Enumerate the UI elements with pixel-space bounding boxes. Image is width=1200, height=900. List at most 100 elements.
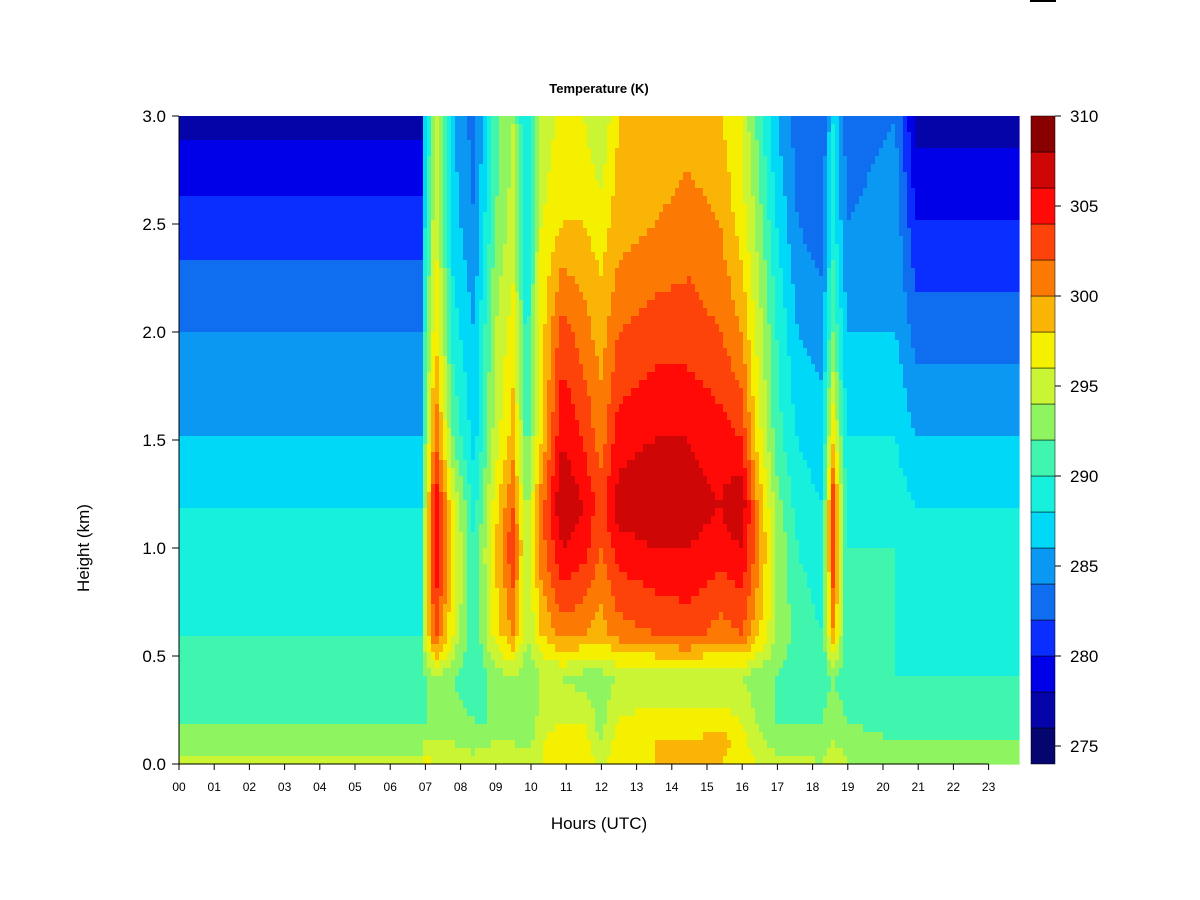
heatmap-cell bbox=[707, 300, 712, 309]
heatmap-cell bbox=[539, 172, 544, 181]
heatmap-cell bbox=[623, 228, 628, 237]
heatmap-cell bbox=[495, 268, 500, 277]
heatmap-cell bbox=[367, 236, 372, 245]
heatmap-cell bbox=[807, 156, 812, 165]
heatmap-cell bbox=[971, 236, 976, 245]
heatmap-cell bbox=[663, 228, 668, 237]
heatmap-cell bbox=[755, 260, 760, 269]
heatmap-cell bbox=[539, 188, 544, 197]
heatmap-cell bbox=[819, 196, 824, 205]
heatmap-cell bbox=[363, 260, 368, 269]
heatmap-cell bbox=[703, 140, 708, 149]
heatmap-cell bbox=[451, 180, 456, 189]
heatmap-cell bbox=[247, 188, 252, 197]
heatmap-cell bbox=[583, 228, 588, 237]
heatmap-cell bbox=[343, 140, 348, 149]
heatmap-cell bbox=[391, 268, 396, 277]
heatmap-cell bbox=[187, 268, 192, 277]
heatmap-cell bbox=[891, 196, 896, 205]
heatmap-cell bbox=[887, 180, 892, 189]
heatmap-cell bbox=[571, 284, 576, 293]
heatmap-cell bbox=[835, 124, 840, 133]
heatmap-cell bbox=[815, 268, 820, 277]
heatmap-cell bbox=[583, 220, 588, 229]
heatmap-cell bbox=[659, 284, 664, 293]
heatmap-cell bbox=[219, 172, 224, 181]
heatmap-cell bbox=[299, 188, 304, 197]
heatmap-cell bbox=[303, 116, 308, 125]
heatmap-cell bbox=[219, 260, 224, 269]
heatmap-cell bbox=[883, 156, 888, 165]
heatmap-cell bbox=[519, 124, 524, 133]
heatmap-cell bbox=[183, 188, 188, 197]
heatmap-cell bbox=[407, 148, 412, 157]
heatmap-cell bbox=[939, 204, 944, 213]
heatmap-cell bbox=[239, 300, 244, 309]
heatmap-cell bbox=[987, 132, 992, 141]
heatmap-cell bbox=[359, 276, 364, 285]
heatmap-cell bbox=[391, 228, 396, 237]
heatmap-cell bbox=[367, 140, 372, 149]
heatmap-cell bbox=[887, 252, 892, 261]
heatmap-cell bbox=[503, 164, 508, 173]
heatmap-cell bbox=[327, 292, 332, 301]
heatmap-cell bbox=[383, 180, 388, 189]
heatmap-cell bbox=[359, 252, 364, 261]
heatmap-cell bbox=[279, 180, 284, 189]
heatmap-cell bbox=[887, 284, 892, 293]
heatmap-cell bbox=[271, 156, 276, 165]
heatmap-cell bbox=[327, 196, 332, 205]
heatmap-cell bbox=[607, 124, 612, 133]
heatmap-cell bbox=[231, 220, 236, 229]
heatmap-cell bbox=[515, 140, 520, 149]
heatmap-cell bbox=[527, 276, 532, 285]
heatmap-cell bbox=[911, 260, 916, 269]
heatmap-cell bbox=[843, 204, 848, 213]
heatmap-cell bbox=[347, 292, 352, 301]
heatmap-cell bbox=[571, 292, 576, 301]
heatmap-cell bbox=[367, 204, 372, 213]
heatmap-cell bbox=[595, 164, 600, 173]
heatmap-cell bbox=[735, 300, 740, 309]
heatmap-cell bbox=[723, 172, 728, 181]
heatmap-cell bbox=[739, 228, 744, 237]
heatmap-cell bbox=[315, 236, 320, 245]
heatmap-cell bbox=[863, 252, 868, 261]
heatmap-cell bbox=[727, 204, 732, 213]
heatmap-cell bbox=[963, 268, 968, 277]
heatmap-cell bbox=[631, 212, 636, 221]
heatmap-cell bbox=[303, 220, 308, 229]
heatmap-cell bbox=[571, 172, 576, 181]
heatmap-cell bbox=[639, 292, 644, 301]
heatmap-cell bbox=[863, 180, 868, 189]
heatmap-cell bbox=[707, 204, 712, 213]
heatmap-cell bbox=[647, 228, 652, 237]
heatmap-cell bbox=[935, 276, 940, 285]
heatmap-cell bbox=[711, 156, 716, 165]
heatmap-cell bbox=[247, 276, 252, 285]
heatmap-cell bbox=[755, 220, 760, 229]
heatmap-cell bbox=[559, 292, 564, 301]
heatmap-cell bbox=[255, 156, 260, 165]
heatmap-cell bbox=[231, 132, 236, 141]
heatmap-cell bbox=[627, 204, 632, 213]
heatmap-cell bbox=[819, 268, 824, 277]
heatmap-cell bbox=[291, 284, 296, 293]
heatmap-cell bbox=[651, 252, 656, 261]
heatmap-cell bbox=[203, 292, 208, 301]
heatmap-cell bbox=[395, 188, 400, 197]
heatmap-cell bbox=[599, 244, 604, 253]
heatmap-cell bbox=[787, 196, 792, 205]
heatmap-cell bbox=[1015, 156, 1020, 165]
heatmap-cell bbox=[959, 196, 964, 205]
heatmap-cell bbox=[475, 268, 480, 277]
heatmap-cell bbox=[967, 228, 972, 237]
heatmap-cell bbox=[711, 252, 716, 261]
heatmap-cell bbox=[287, 132, 292, 141]
heatmap-cell bbox=[523, 228, 528, 237]
heatmap-cell bbox=[191, 276, 196, 285]
heatmap-cell bbox=[575, 276, 580, 285]
heatmap-cell bbox=[571, 244, 576, 253]
heatmap-cell bbox=[323, 148, 328, 157]
heatmap-cell bbox=[211, 116, 216, 125]
